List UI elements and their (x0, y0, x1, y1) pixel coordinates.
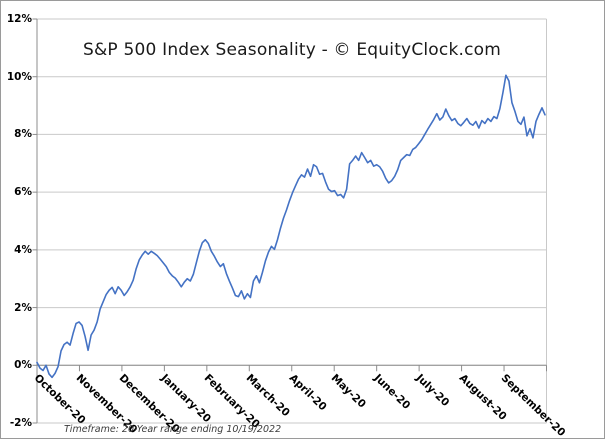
chart-title: S&P 500 Index Seasonality - © EquityCloc… (82, 40, 502, 60)
y-tick-label-2pct: 2% (14, 301, 32, 314)
y-tick-label-6pct: 6% (14, 186, 32, 199)
y-tick-label-8pct: 8% (14, 128, 32, 141)
y-tick-label-4pct: 4% (14, 243, 32, 256)
y-tick-label--2pct: -2% (9, 417, 32, 429)
timeframe-note: Timeframe: 20-Year range ending 10/19/20… (64, 424, 282, 435)
y-tick-label-12pct: 12% (6, 13, 32, 25)
y-tick-label-10pct: 10% (6, 70, 32, 83)
seasonality-series-line (36, 74, 546, 379)
y-tick-label-0pct: 0% (14, 359, 32, 372)
